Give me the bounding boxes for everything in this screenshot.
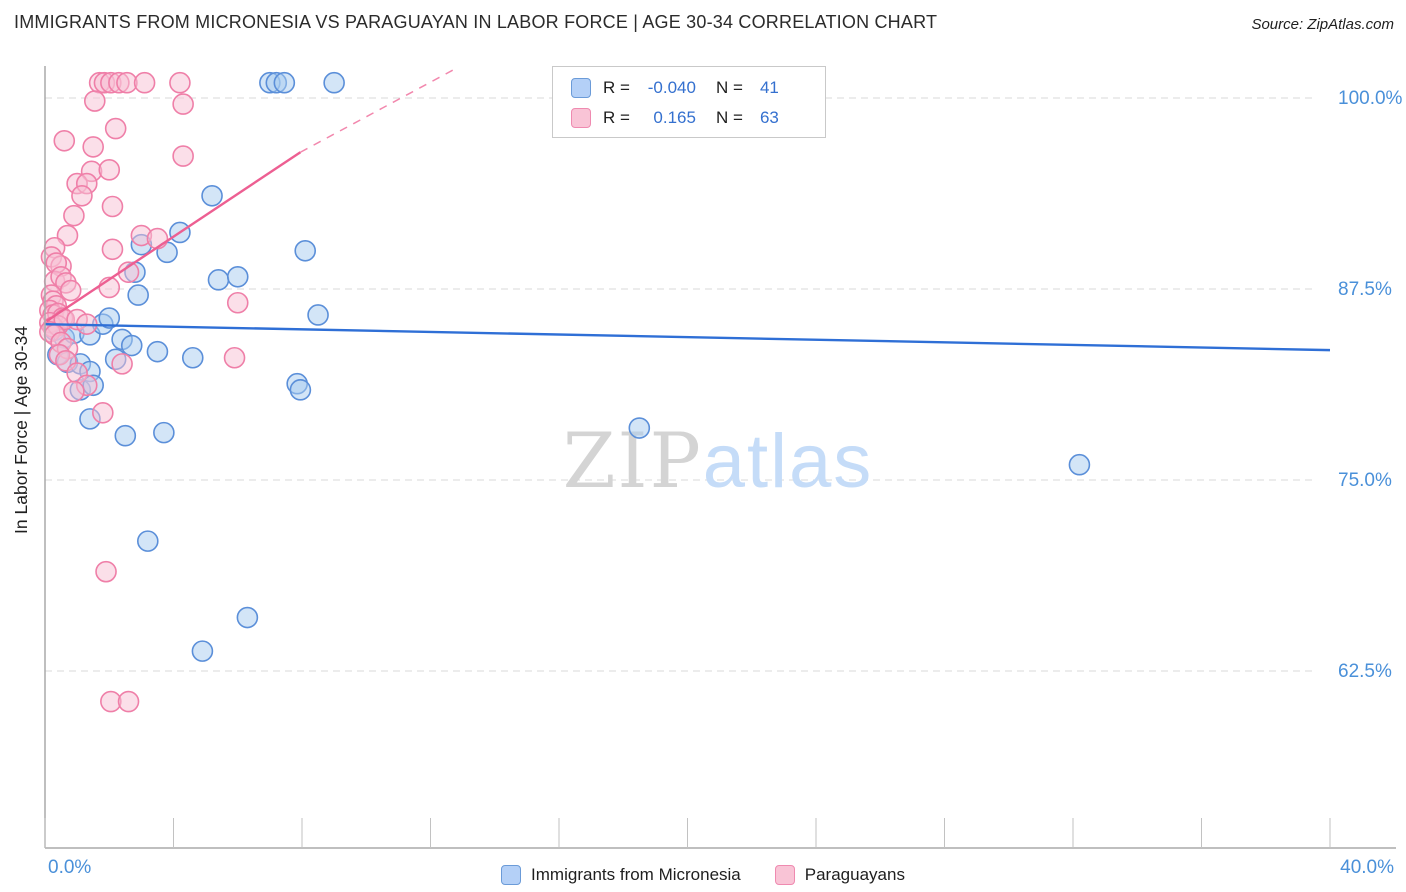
- scatter-point-paraguayan: [98, 159, 121, 181]
- trend-line: [45, 151, 302, 323]
- paraguayan-r-value: 0.165: [653, 107, 696, 127]
- watermark: ZIPatlas: [563, 416, 874, 505]
- y-tick-label: 87.5%: [1338, 279, 1392, 300]
- scatter-point-paraguayan: [172, 93, 194, 115]
- scatter-point-micronesia: [181, 346, 204, 369]
- scatter-point-micronesia: [201, 184, 223, 207]
- n-label: N =: [715, 77, 743, 97]
- scatter-point-paraguayan: [117, 690, 140, 713]
- legend-row-micronesia: R = -0.040 N = 41: [553, 74, 825, 101]
- chart-legend: Immigrants from Micronesia Paraguayans: [0, 865, 1406, 885]
- scatter-point-micronesia: [307, 304, 329, 326]
- scatter-point-paraguayan: [223, 346, 246, 369]
- scatter-point-paraguayan: [63, 380, 85, 403]
- scatter-point-micronesia: [98, 307, 121, 329]
- scatter-point-micronesia: [628, 417, 651, 439]
- micronesia-r-value: -0.040: [647, 77, 696, 97]
- x-tick-label: 40.0%: [1340, 857, 1394, 878]
- legend-row-paraguayan: R = 0.165 N = 63: [553, 104, 825, 131]
- legend-item-micronesia: Immigrants from Micronesia: [501, 865, 741, 885]
- scatter-point-micronesia: [146, 340, 169, 363]
- scatter-point-micronesia: [153, 421, 175, 444]
- scatter-point-micronesia: [273, 71, 296, 94]
- scatter-point-micronesia: [226, 265, 249, 288]
- scatter-point-paraguayan: [101, 195, 124, 218]
- scatter-point-micronesia: [323, 71, 345, 94]
- r-label: R =: [603, 107, 630, 127]
- scatter-point-micronesia: [137, 530, 159, 552]
- correlation-legend-box: R = -0.040 N = 41 R = 0.165 N = 63: [552, 66, 826, 138]
- scatter-point-micronesia: [127, 284, 149, 306]
- scatter-point-paraguayan: [101, 238, 124, 261]
- paraguayan-legend-label: Paraguayans: [804, 865, 905, 884]
- scatter-point-paraguayan: [59, 279, 82, 302]
- micronesia-legend-label: Immigrants from Micronesia: [531, 865, 741, 884]
- scatter-point-micronesia: [114, 424, 137, 447]
- y-tick-label: 100.0%: [1338, 88, 1403, 109]
- trend-line: [44, 322, 1331, 352]
- scatter-point-paraguayan: [53, 129, 76, 152]
- scatter-point-micronesia: [294, 240, 317, 262]
- scatter-point-paraguayan: [95, 560, 117, 583]
- n-label: N =: [715, 107, 743, 127]
- scatter-point-paraguayan: [133, 71, 156, 94]
- r-label: R =: [603, 77, 630, 97]
- scatter-point-paraguayan: [146, 227, 169, 250]
- paraguayan-n-value: 63: [759, 107, 779, 127]
- scatter-point-paraguayan: [111, 353, 133, 375]
- scatter-point-paraguayan: [172, 145, 194, 167]
- y-tick-label: 62.5%: [1338, 661, 1392, 682]
- scatter-point-micronesia: [1068, 453, 1091, 476]
- micronesia-n-value: 41: [759, 77, 779, 97]
- scatter-point-micronesia: [191, 640, 214, 662]
- scatter-point-paraguayan: [169, 71, 191, 94]
- x-tick-label: 0.0%: [48, 857, 91, 878]
- scatter-point-paraguayan: [92, 401, 114, 424]
- scatter-point-paraguayan: [71, 184, 93, 207]
- scatter-point-micronesia: [120, 334, 143, 357]
- micronesia-swatch-icon: [501, 865, 522, 885]
- source-label: Source: ZipAtlas.com: [1251, 16, 1394, 33]
- scatter-point-paraguayan: [63, 204, 85, 227]
- page-title: IMMIGRANTS FROM MICRONESIA VS PARAGUAYAN…: [14, 12, 938, 32]
- scatter-point-paraguayan: [83, 90, 106, 112]
- y-axis-title: In Labor Force | Age 30-34: [11, 326, 31, 534]
- scatter-point-paraguayan: [104, 117, 127, 140]
- paraguayan-swatch-icon: [571, 107, 591, 128]
- y-tick-label: 75.0%: [1338, 470, 1392, 491]
- scatter-point-paraguayan: [226, 291, 249, 314]
- scatter-point-micronesia: [236, 606, 259, 629]
- paraguayan-swatch-icon: [774, 865, 795, 885]
- legend-item-paraguayans: Paraguayans: [774, 865, 905, 885]
- scatter-point-paraguayan: [82, 136, 104, 158]
- scatter-point-micronesia: [207, 269, 230, 291]
- micronesia-swatch-icon: [571, 77, 591, 98]
- scatter-point-micronesia: [289, 379, 312, 401]
